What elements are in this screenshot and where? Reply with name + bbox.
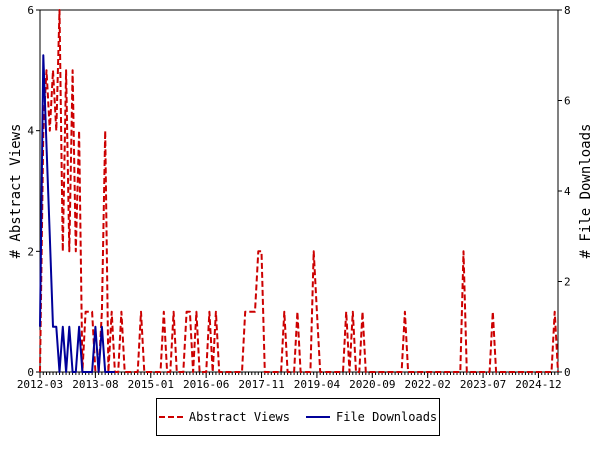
y-right-axis-title: # File Downloads — [578, 124, 594, 259]
x-tick-label: 2020-09 — [349, 378, 395, 391]
y-left-tick-label: 4 — [27, 125, 34, 138]
x-axis-ticks: 2012-03 2013-08 2015-01 2016-06 2017-11 2019-… — [17, 372, 562, 391]
x-tick-label: 2017-11 — [238, 378, 284, 391]
y-left-tick-label: 2 — [27, 245, 34, 258]
x-tick-label: 2022-02 — [405, 378, 451, 391]
legend-item-file-downloads: File Downloads — [306, 410, 437, 424]
series-line-file-downloads — [39, 54, 115, 373]
series-layer — [39, 9, 559, 373]
plot-area — [39, 9, 559, 373]
legend-swatch-file-downloads — [306, 416, 330, 418]
x-tick-label: 2024-12 — [515, 378, 561, 391]
legend-swatch-abstract-views — [158, 416, 183, 418]
y-right-tick-label: 8 — [564, 4, 571, 17]
legend-label-abstract-views: Abstract Views — [188, 410, 290, 424]
y-right-ticks: 0 2 4 6 8 — [558, 4, 571, 379]
x-tick-label: 2023-07 — [460, 378, 506, 391]
series-line-abstract-views — [39, 9, 559, 373]
x-tick-label: 2015-01 — [128, 378, 174, 391]
x-tick-label: 2012-03 — [17, 378, 63, 391]
x-tick-label: 2019-04 — [294, 378, 341, 391]
y-right-tick-label: 0 — [564, 366, 571, 379]
y-left-ticks: 0 2 4 6 — [27, 4, 40, 379]
y-right-tick-label: 2 — [564, 276, 571, 289]
y-right-tick-label: 4 — [564, 185, 571, 198]
y-right-tick-label: 6 — [564, 95, 571, 108]
y-left-tick-label: 6 — [27, 4, 34, 17]
x-tick-label: 2016-06 — [183, 378, 229, 391]
y-left-axis-title: # Abstract Views — [8, 124, 24, 259]
legend: Abstract Views File Downloads — [156, 398, 440, 436]
y-left-tick-label: 0 — [27, 366, 34, 379]
x-tick-label: 2013-08 — [72, 378, 118, 391]
legend-label-file-downloads: File Downloads — [336, 410, 438, 424]
legend-item-abstract-views: Abstract Views — [158, 410, 290, 424]
